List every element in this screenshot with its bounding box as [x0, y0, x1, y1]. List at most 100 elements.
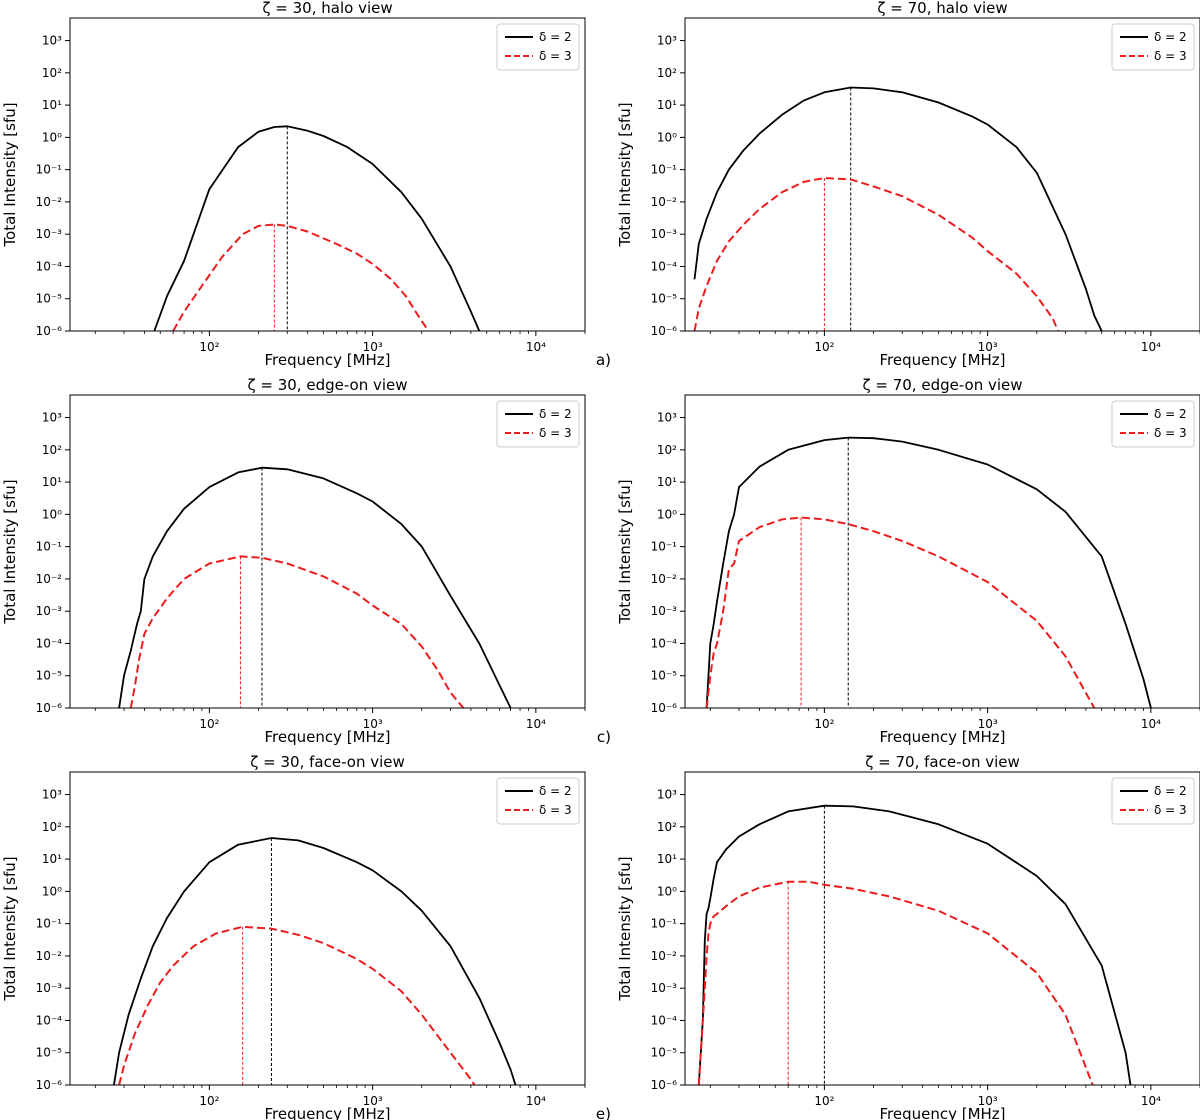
y-tick-label: 10⁻⁶ — [36, 1078, 63, 1092]
legend-label-delta-3: δ = 3 — [1154, 49, 1187, 63]
chart-title: ζ = 30, edge-on view — [247, 376, 407, 394]
legend-label-delta-2: δ = 2 — [1154, 30, 1187, 44]
y-tick-label: 10⁻⁴ — [36, 259, 63, 273]
y-tick-label: 10³ — [42, 411, 62, 425]
y-tick-label: 10⁻¹ — [651, 540, 678, 554]
y-tick-label: 10⁻⁵ — [36, 669, 63, 683]
legend-label-delta-2: δ = 2 — [539, 407, 572, 421]
series-delta-2-line — [697, 804, 1132, 1085]
x-tick-label: 10³ — [978, 717, 998, 731]
legend-label-delta-2: δ = 2 — [1154, 407, 1187, 421]
y-axis-label: Total Intensity [sfu] — [1, 856, 19, 1001]
chart-panel-c: ζ = 30, edge-on view 10² 10³ 10⁴ 10⁻⁶ 10⁻⁵ 10⁻… — [1, 376, 611, 746]
y-tick-label: 10¹ — [657, 475, 677, 489]
y-tick-label: 10² — [657, 443, 677, 457]
x-tick-label: 10² — [814, 340, 834, 354]
x-tick-label: 10³ — [363, 717, 383, 731]
y-tick-label: 10³ — [657, 34, 677, 48]
legend: δ = 2 δ = 3 — [496, 23, 580, 71]
y-tick-label: 10³ — [657, 411, 677, 425]
panel-label: e) — [596, 1105, 611, 1120]
x-tick-label: 10³ — [978, 340, 998, 354]
y-tick-label: 10⁻⁶ — [651, 1078, 678, 1092]
x-tick-label: 10⁴ — [526, 340, 546, 354]
plot-curves — [153, 125, 481, 331]
chart-panel-b: ζ = 70, halo view 10² 10³ 10⁴ 10⁻⁶ 10⁻⁵ 10⁻⁴ 10… — [616, 0, 1200, 369]
plot-frame — [69, 771, 586, 1086]
y-tick-label: 10⁻² — [36, 572, 63, 586]
x-axis-label: Frequency [MHz] — [264, 1105, 390, 1120]
legend-box — [496, 23, 580, 71]
y-tick-label: 10⁻³ — [36, 981, 63, 995]
y-tick-label: 10⁻⁴ — [651, 1013, 678, 1027]
x-tick-label: 10⁴ — [1141, 1094, 1161, 1108]
x-axis-label: Frequency [MHz] — [879, 1105, 1005, 1120]
x-tick-label: 10⁴ — [1141, 340, 1161, 354]
y-tick-label: 10⁻⁵ — [36, 292, 63, 306]
y-axis-label: Total Intensity [sfu] — [616, 479, 634, 624]
legend-box — [1111, 400, 1195, 448]
y-axis-label: Total Intensity [sfu] — [616, 856, 634, 1001]
plot-frame — [69, 17, 586, 332]
y-axis-label: Total Intensity [sfu] — [1, 102, 19, 247]
panel-label: c) — [597, 728, 611, 746]
y-tick-label: 10² — [657, 820, 677, 834]
x-tick-label: 10² — [814, 1094, 834, 1108]
series-delta-3-line — [693, 177, 1059, 331]
legend: δ = 2 δ = 3 — [1111, 777, 1195, 825]
y-tick-label: 10⁻⁶ — [36, 701, 63, 715]
y-tick-label: 10⁻⁵ — [36, 1046, 63, 1060]
legend-label-delta-3: δ = 3 — [1154, 426, 1187, 440]
plot-curves — [113, 837, 517, 1085]
legend: δ = 2 δ = 3 — [496, 777, 580, 825]
y-tick-label: 10⁻² — [36, 949, 63, 963]
y-tick-label: 10⁻⁴ — [651, 259, 678, 273]
y-tick-label: 10⁰ — [42, 507, 62, 521]
plot-frame — [684, 394, 1200, 709]
y-tick-label: 10² — [42, 66, 62, 80]
series-delta-3-line — [697, 880, 1094, 1085]
y-tick-label: 10³ — [42, 788, 62, 802]
x-tick-label: 10⁴ — [526, 717, 546, 731]
plot-curves — [705, 436, 1152, 708]
series-delta-3-line — [118, 925, 476, 1085]
y-tick-label: 10⁻³ — [651, 981, 678, 995]
x-tick-label: 10² — [199, 1094, 219, 1108]
y-tick-label: 10⁻² — [651, 949, 678, 963]
y-tick-label: 10⁰ — [657, 507, 677, 521]
y-tick-label: 10² — [657, 66, 677, 80]
y-tick-label: 10³ — [657, 788, 677, 802]
series-delta-3-line — [129, 555, 465, 708]
legend-label-delta-3: δ = 3 — [1154, 803, 1187, 817]
x-tick-label: 10³ — [978, 1094, 998, 1108]
x-axis-label: Frequency [MHz] — [264, 351, 390, 369]
y-tick-label: 10⁻³ — [36, 227, 63, 241]
legend-label-delta-3: δ = 3 — [539, 49, 572, 63]
x-axis-label: Frequency [MHz] — [264, 728, 390, 746]
y-tick-label: 10⁻⁶ — [651, 324, 678, 338]
y-tick-label: 10⁻³ — [36, 604, 63, 618]
x-axis-label: Frequency [MHz] — [879, 351, 1005, 369]
y-tick-label: 10⁻¹ — [36, 540, 63, 554]
y-tick-label: 10² — [42, 820, 62, 834]
legend-label-delta-3: δ = 3 — [539, 426, 572, 440]
y-tick-label: 10⁻¹ — [651, 163, 678, 177]
y-axis-label: Total Intensity [sfu] — [616, 102, 634, 247]
x-tick-label: 10³ — [363, 340, 383, 354]
y-tick-label: 10⁻² — [36, 195, 63, 209]
chart-title: ζ = 70, halo view — [877, 0, 1007, 17]
y-tick-label: 10⁻⁵ — [651, 292, 678, 306]
plot-curves — [118, 466, 512, 708]
y-tick-label: 10⁻³ — [651, 604, 678, 618]
x-tick-label: 10⁴ — [526, 1094, 546, 1108]
series-delta-2-line — [693, 86, 1103, 331]
legend-label-delta-2: δ = 2 — [539, 30, 572, 44]
chart-title: ζ = 30, halo view — [262, 0, 392, 17]
chart-panel-d: ζ = 70, edge-on view 10² 10³ 10⁴ 10⁻⁶ 10⁻⁵ 10⁻… — [616, 376, 1200, 746]
y-tick-label: 10⁻¹ — [651, 917, 678, 931]
y-tick-label: 10⁻⁴ — [651, 636, 678, 650]
x-axis-label: Frequency [MHz] — [879, 728, 1005, 746]
x-tick-label: 10² — [199, 340, 219, 354]
chart-panel-f: ζ = 70, face-on view 10² 10³ 10⁴ 10⁻⁶ 10⁻⁵ 10⁻… — [616, 753, 1200, 1120]
y-axis-label: Total Intensity [sfu] — [1, 479, 19, 624]
